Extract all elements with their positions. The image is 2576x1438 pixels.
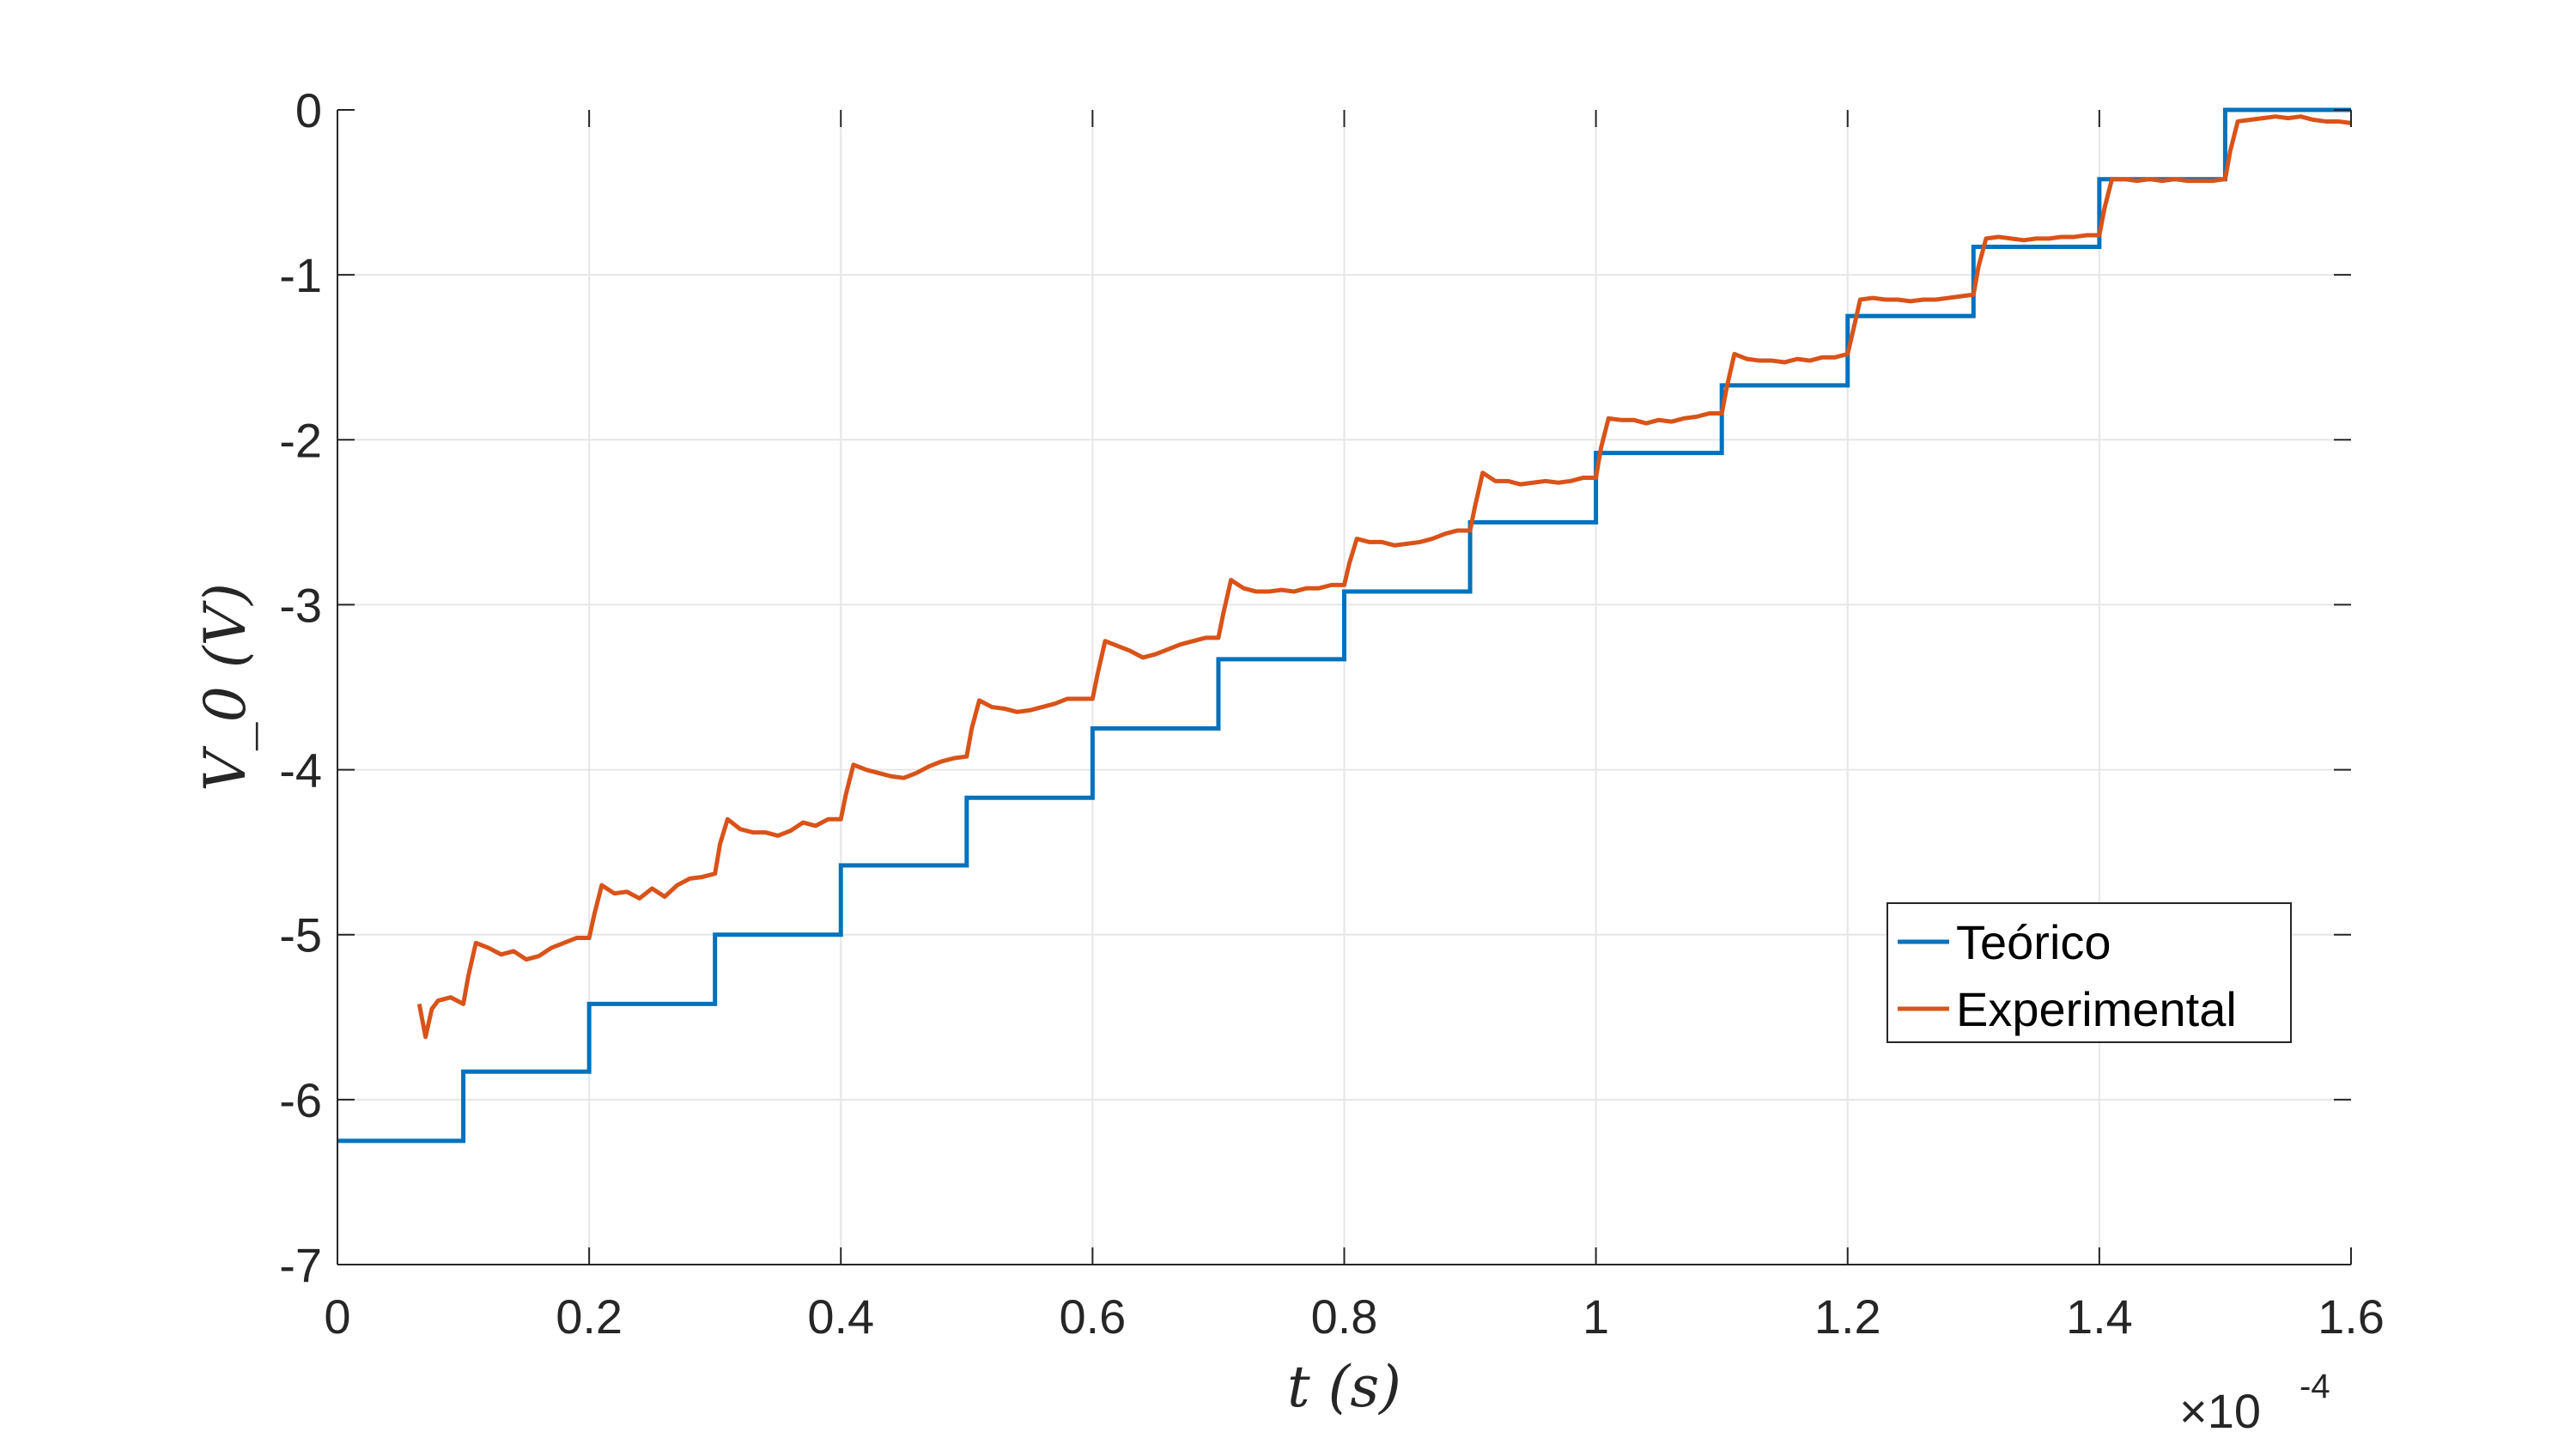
x-tick-label: 1	[1583, 1289, 1609, 1344]
x-tick-label: 0.8	[1311, 1289, 1378, 1344]
y-tick-label: -5	[279, 908, 322, 962]
y-tick-label: 0	[295, 83, 322, 137]
y-tick-label: -6	[279, 1073, 322, 1127]
x-tick-label: 1.2	[1814, 1289, 1881, 1344]
legend-label-experimental: Experimental	[1956, 982, 2237, 1036]
legend-label-teorico: Teórico	[1956, 915, 2111, 969]
grid	[337, 110, 2351, 1265]
x-axis-exponent-base: ×10	[2179, 1384, 2261, 1438]
x-tick-label: 0.4	[807, 1289, 874, 1344]
x-tick-label: 0.2	[556, 1289, 623, 1344]
x-tick-label: 1.6	[2318, 1289, 2385, 1344]
y-tick-label: -1	[279, 248, 322, 302]
x-tick-label: 1.4	[2066, 1289, 2133, 1344]
x-axis-exponent-power: -4	[2300, 1368, 2330, 1405]
axes	[337, 109, 2352, 1265]
series-experimental-line	[416, 114, 2352, 1040]
x-axis-title: t (s)	[1287, 1354, 1401, 1420]
y-tick-label: -4	[279, 743, 322, 798]
series-teorico-line	[337, 107, 2351, 1144]
x-tick-label: 0.6	[1059, 1289, 1126, 1344]
legend-box	[1886, 902, 2292, 1043]
y-axis-title: V_0 (V)	[192, 583, 258, 792]
y-tick-label: -3	[279, 578, 322, 632]
y-tick-label: -2	[279, 413, 322, 467]
tick-labels: 0 0.2 0.4 0.6 0.8 1 1.2 1.4 1.6 0 -1 -2 -3 -4 -5 -6 -7	[279, 83, 2385, 1344]
x-axis-exponent: ×10 -4	[2179, 1368, 2330, 1438]
y-tick-label: -7	[279, 1238, 322, 1292]
x-tick-label: 0	[324, 1289, 350, 1344]
legend: Teórico Experimental	[1886, 902, 2292, 1043]
plot-series	[337, 107, 2352, 1144]
